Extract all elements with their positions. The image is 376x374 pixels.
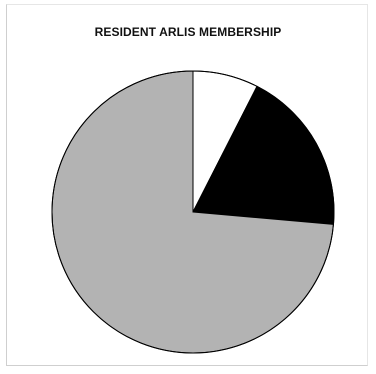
pie-slices <box>51 70 335 354</box>
chart-title: RESIDENT ARLIS MEMBERSHIP <box>94 25 282 39</box>
pie-outline <box>51 70 335 354</box>
